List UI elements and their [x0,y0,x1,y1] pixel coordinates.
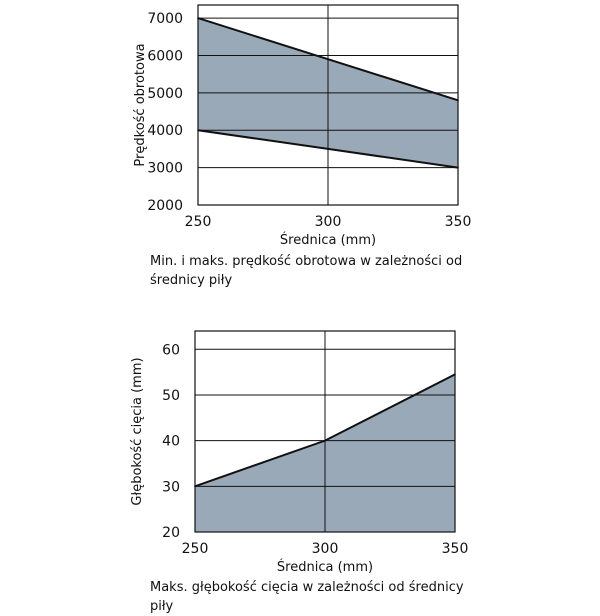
caption-line: Maks. głębokość cięcia w zależności od ś… [150,580,464,614]
x-axis-label: Średnica (mm) [280,232,376,248]
data-point [454,373,456,376]
data-point [197,129,199,132]
data-point [457,166,459,169]
data-point [327,58,329,61]
y-tick-label: 4000 [147,123,183,139]
x-tick-label: 300 [312,541,339,557]
data-point [194,485,196,488]
x-tick-label: 250 [182,541,209,557]
y-tick-label: 20 [162,525,180,541]
rpm-chart-svg: 2000 3000 4000 5000 6000 7000 250 300 350 Średnic… [133,4,472,248]
x-axis-label: Średnica (mm) [277,559,373,575]
data-point [327,148,329,150]
x-tick-label: 350 [445,214,472,230]
y-tick-label: 40 [162,434,180,450]
data-point [324,439,326,442]
y-tick-label: 60 [162,342,180,358]
caption-line: średnicy piły [150,273,233,288]
y-tick-label: 7000 [147,11,183,27]
x-tick-label: 300 [315,214,342,230]
depth-chart: 20 30 40 50 60 250 300 350 Średnica (mm) Głębokoś… [0,300,600,614]
y-tick-label: 3000 [147,161,183,177]
y-tick-label: 30 [162,479,180,495]
y-tick-label: 5000 [147,86,183,102]
y-axis-label: Prędkość obrotowa [133,43,148,166]
data-point [197,17,199,19]
data-point [457,99,459,102]
x-tick-label: 250 [185,214,212,230]
x-tick-label: 350 [442,541,469,557]
caption-line: Min. i maks. prędkość obrotowa w zależno… [150,254,463,269]
y-tick-label: 50 [162,388,180,404]
rpm-chart: 2000 3000 4000 5000 6000 7000 250 300 350 Średnic… [0,0,600,300]
plot-frame [197,4,459,206]
depth-chart-caption: Maks. głębokość cięcia w zależności od ś… [150,578,480,616]
rpm-chart-caption: Min. i maks. prędkość obrotowa w zależno… [150,252,470,290]
y-axis-label: Głębokość cięcia (mm) [130,357,145,505]
y-tick-label: 2000 [147,198,183,214]
y-tick-label: 6000 [147,48,183,64]
depth-chart-svg: 20 30 40 50 60 250 300 350 Średnica (mm) Głębokoś… [130,330,469,575]
plot-frame [194,330,456,533]
